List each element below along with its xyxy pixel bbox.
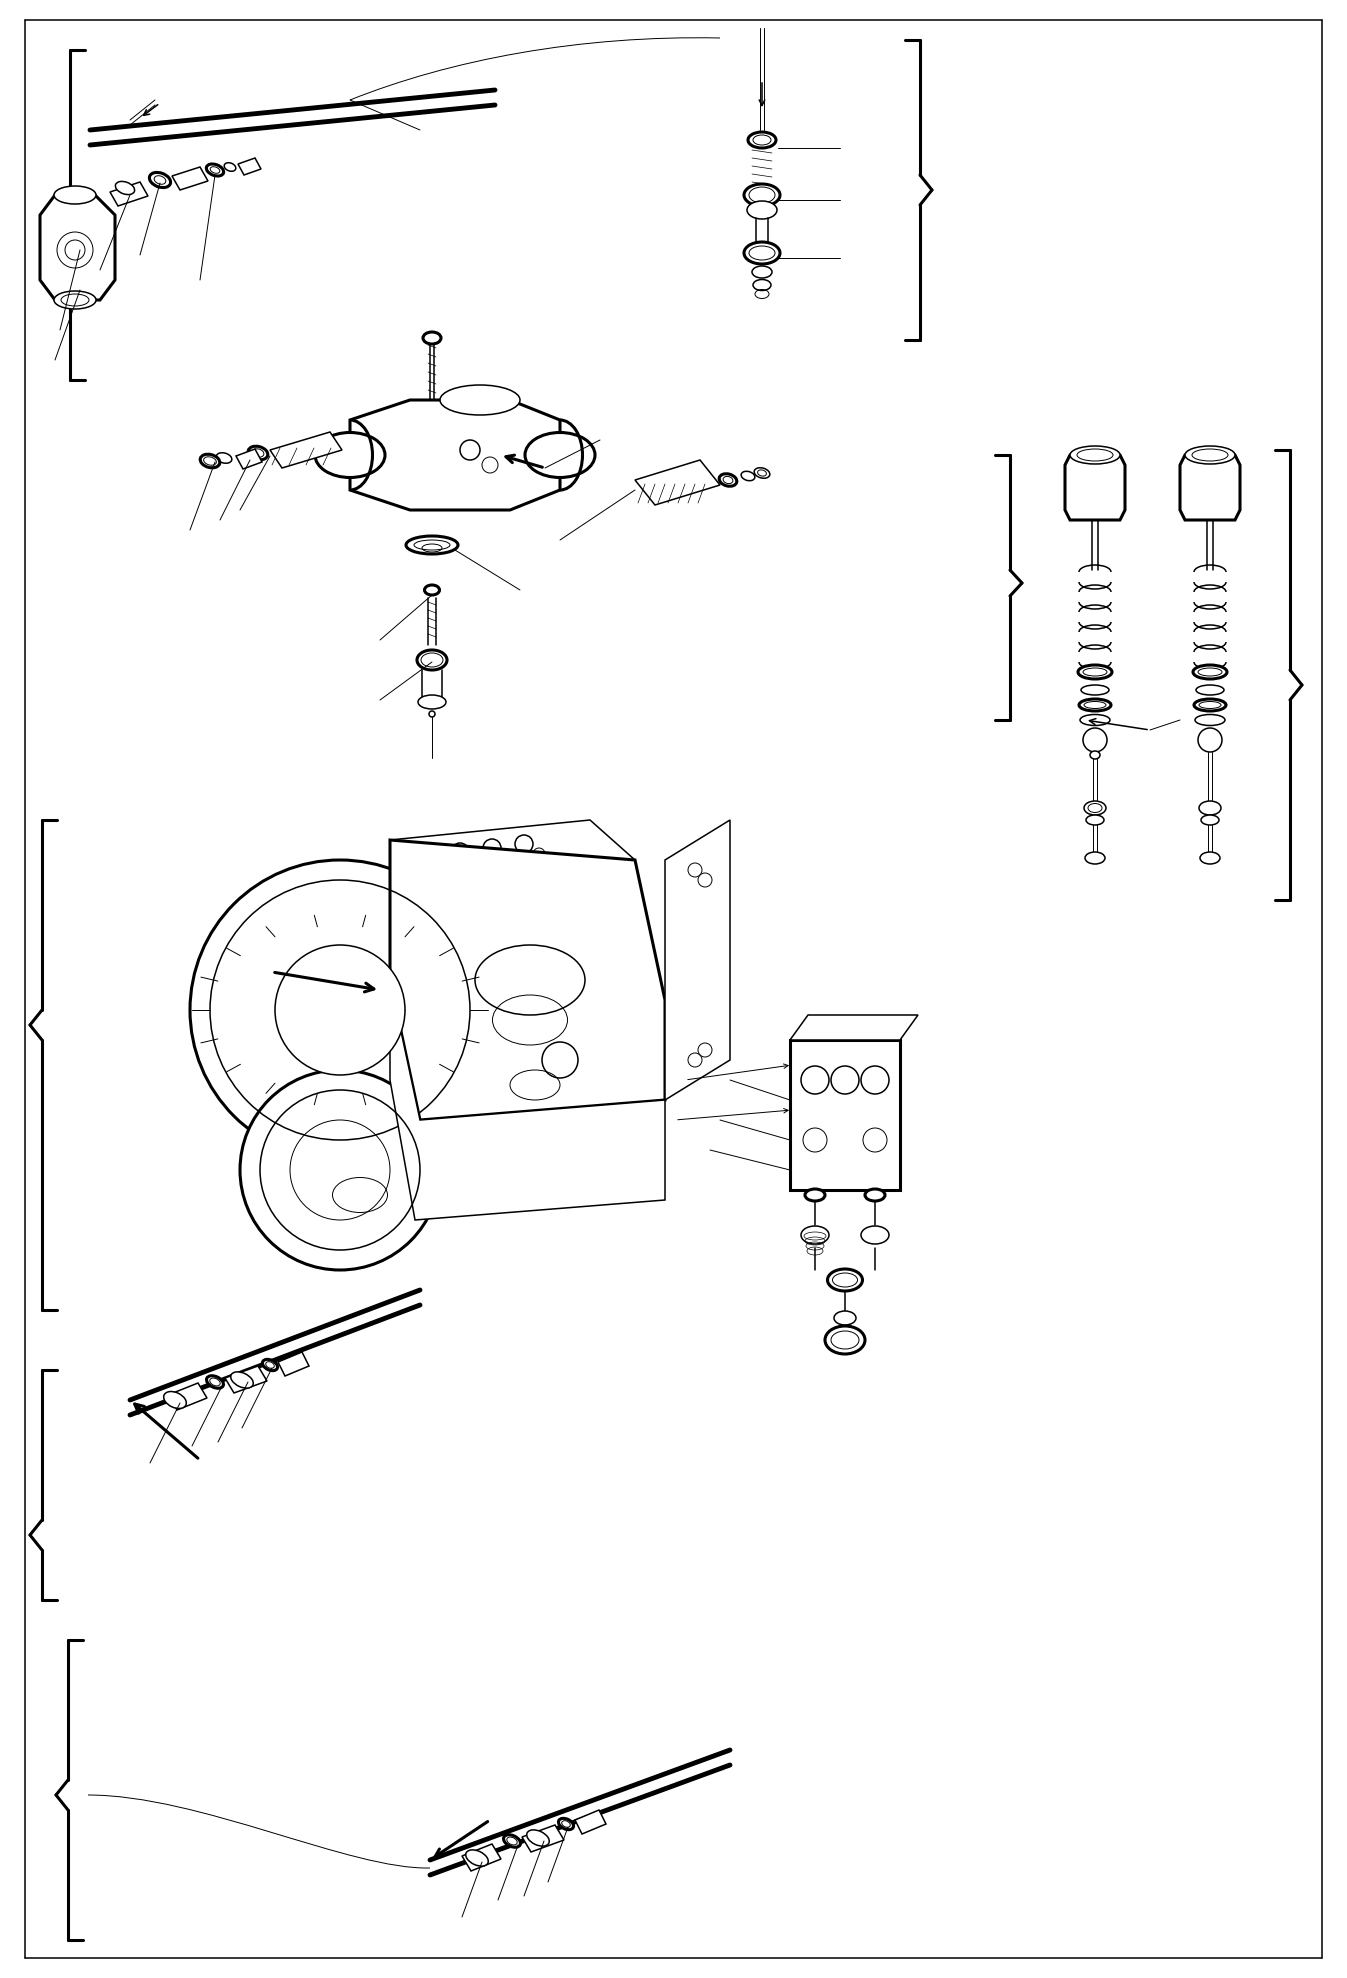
Polygon shape (391, 821, 634, 880)
Ellipse shape (1070, 445, 1119, 465)
Ellipse shape (1090, 752, 1100, 760)
Ellipse shape (504, 1836, 520, 1847)
Polygon shape (168, 1383, 207, 1410)
Polygon shape (40, 196, 114, 301)
Ellipse shape (744, 184, 780, 206)
Polygon shape (1180, 455, 1241, 520)
Ellipse shape (744, 241, 780, 263)
Ellipse shape (1195, 714, 1224, 726)
Circle shape (275, 945, 405, 1074)
Circle shape (240, 1070, 440, 1270)
Circle shape (1197, 728, 1222, 752)
Ellipse shape (263, 1359, 277, 1371)
Ellipse shape (418, 694, 446, 708)
Ellipse shape (865, 1189, 885, 1201)
Ellipse shape (834, 1311, 855, 1325)
Ellipse shape (752, 265, 772, 279)
Polygon shape (277, 1353, 308, 1377)
Ellipse shape (559, 1818, 574, 1830)
Circle shape (1083, 728, 1107, 752)
Polygon shape (238, 158, 261, 174)
Ellipse shape (164, 1391, 186, 1408)
Ellipse shape (806, 1189, 824, 1201)
Polygon shape (634, 461, 721, 504)
Ellipse shape (230, 1373, 253, 1389)
Polygon shape (269, 431, 342, 469)
Ellipse shape (428, 710, 435, 716)
Polygon shape (665, 821, 730, 1100)
Polygon shape (236, 449, 263, 469)
Ellipse shape (206, 1377, 224, 1389)
Ellipse shape (440, 386, 520, 415)
Ellipse shape (748, 133, 776, 148)
Polygon shape (172, 166, 207, 190)
Ellipse shape (423, 332, 440, 344)
Ellipse shape (525, 433, 595, 477)
Ellipse shape (54, 186, 96, 204)
Ellipse shape (1084, 853, 1105, 864)
Ellipse shape (1193, 698, 1226, 710)
Polygon shape (523, 1826, 564, 1851)
Ellipse shape (1185, 445, 1235, 465)
Polygon shape (1065, 455, 1125, 520)
Ellipse shape (1193, 665, 1227, 678)
Polygon shape (110, 182, 148, 206)
Ellipse shape (753, 279, 770, 291)
Ellipse shape (1078, 665, 1113, 678)
Ellipse shape (315, 433, 385, 477)
Ellipse shape (1080, 714, 1110, 726)
Ellipse shape (1082, 684, 1109, 694)
Ellipse shape (527, 1830, 550, 1845)
Ellipse shape (201, 455, 220, 467)
Ellipse shape (1196, 684, 1224, 694)
Polygon shape (789, 1015, 919, 1040)
Ellipse shape (54, 291, 96, 309)
Polygon shape (225, 1367, 267, 1393)
Circle shape (190, 860, 490, 1159)
Ellipse shape (1202, 815, 1219, 825)
Ellipse shape (424, 585, 439, 595)
Ellipse shape (116, 182, 135, 194)
Ellipse shape (405, 536, 458, 554)
Ellipse shape (748, 202, 777, 220)
Ellipse shape (150, 172, 171, 188)
Ellipse shape (824, 1325, 865, 1355)
Ellipse shape (466, 1849, 488, 1865)
Ellipse shape (861, 1226, 889, 1244)
Polygon shape (391, 979, 665, 1220)
Ellipse shape (801, 1226, 828, 1244)
Polygon shape (789, 1040, 900, 1191)
Ellipse shape (1086, 815, 1105, 825)
Ellipse shape (827, 1270, 862, 1292)
Polygon shape (462, 1843, 501, 1871)
Ellipse shape (754, 467, 770, 479)
Polygon shape (350, 400, 560, 510)
Ellipse shape (1079, 698, 1111, 710)
Ellipse shape (1200, 853, 1220, 864)
Ellipse shape (1084, 801, 1106, 815)
Polygon shape (575, 1810, 606, 1834)
Ellipse shape (1199, 801, 1220, 815)
Ellipse shape (719, 475, 737, 487)
Ellipse shape (418, 651, 447, 671)
Polygon shape (391, 841, 665, 1120)
Ellipse shape (206, 164, 224, 176)
Ellipse shape (248, 447, 268, 459)
